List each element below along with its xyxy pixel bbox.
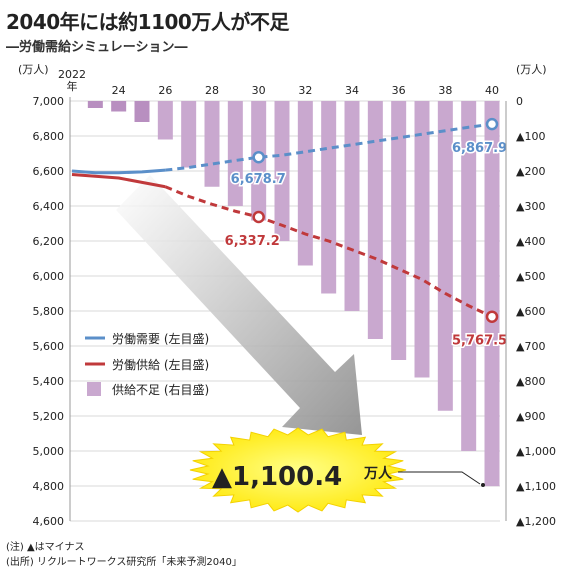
shortage-bar	[227, 101, 243, 206]
right-tick-label: ▲1,100	[516, 480, 556, 493]
demand-line-solid	[71, 168, 166, 175]
shortage-bar	[134, 101, 150, 122]
label-demand-2030: 6,678.7	[231, 172, 286, 187]
data-point-marker	[252, 150, 265, 164]
legend: 労働需要 (左目盛) 労働供給 (左目盛) 供給不足 (右目盛)	[85, 331, 209, 397]
callout-value: ▲1,100.4	[212, 462, 342, 492]
x-tick-label: 32	[298, 84, 312, 97]
left-tick-label: 5,200	[33, 410, 65, 423]
callout-leader	[398, 471, 481, 485]
right-tick-label: ▲100	[516, 130, 545, 143]
chart-title: 2040年には約1100万人が不足	[6, 10, 289, 34]
right-tick-label: ▲700	[516, 340, 545, 353]
footnote-source: (出所) リクルートワークス研究所「未来予測2040」	[6, 557, 242, 568]
shortage-bar	[484, 101, 500, 487]
left-tick-label: 6,800	[33, 130, 65, 143]
decline-arrow	[116, 175, 362, 435]
right-tick-label: ▲1,200	[516, 515, 556, 528]
shortage-bar	[367, 101, 383, 339]
right-tick-label: ▲600	[516, 305, 545, 318]
left-tick-label: 5,000	[33, 445, 65, 458]
left-tick-label: 7,000	[33, 95, 65, 108]
x-tick-label: 34	[345, 84, 359, 97]
legend-swatch-shortage	[87, 382, 101, 396]
label-supply-2030: 6,337.2	[225, 234, 280, 249]
supply-line-solid	[71, 173, 166, 189]
shortage-bar	[437, 101, 453, 411]
callout-burst	[189, 427, 407, 513]
x-axis: 2022 年 24 26 28 30 32 34 36 38 40	[58, 68, 499, 97]
supply-line-dashed	[164, 185, 493, 319]
shortage-bar	[87, 101, 103, 108]
shortage-bar	[157, 101, 173, 140]
data-labels: 6,678.7 6,867.9 6,337.2 5,767.5	[223, 140, 508, 351]
left-tick-label: 6,600	[33, 165, 65, 178]
left-tick-label: 5,600	[33, 340, 65, 353]
legend-label-supply: 労働供給 (左目盛)	[112, 357, 209, 372]
label-supply-2040: 5,767.5	[452, 334, 507, 349]
chart-subtitle: ―労働需給シミュレーション―	[6, 40, 188, 55]
shortage-bar	[181, 101, 197, 168]
right-tick-label: ▲300	[516, 200, 545, 213]
left-axis-unit: (万人)	[18, 63, 49, 76]
right-tick-label: ▲200	[516, 165, 545, 178]
left-tick-label: 4,800	[33, 480, 65, 493]
shortage-bar	[321, 101, 337, 294]
x-tick-label: 24	[112, 84, 126, 97]
right-axis-unit: (万人)	[516, 63, 547, 76]
right-tick-label: ▲1,000	[516, 445, 556, 458]
label-demand-2040: 6,867.9	[452, 141, 507, 156]
callout-leader-dot	[481, 483, 485, 487]
x-tick-label: 26	[158, 84, 172, 97]
data-point-marker	[485, 117, 499, 131]
shortage-bar	[391, 101, 407, 360]
shortage-bar	[344, 101, 360, 311]
legend-label-demand: 労働需要 (左目盛)	[112, 331, 209, 346]
left-tick-label: 5,800	[33, 305, 65, 318]
data-point-marker	[252, 210, 265, 224]
callout: ▲1,100.4 万人	[189, 427, 485, 513]
series-lines	[71, 122, 493, 319]
left-tick-label: 6,400	[33, 200, 65, 213]
x-tick-label: 2022 年	[58, 68, 86, 93]
shortage-bar	[111, 101, 127, 112]
x-tick-label: 30	[252, 84, 266, 97]
x-tick-label: 38	[438, 84, 452, 97]
left-tick-label: 6,200	[33, 235, 65, 248]
demand-line-dashed	[165, 122, 493, 172]
shortage-bar	[461, 101, 477, 451]
right-tick-label: ▲800	[516, 375, 545, 388]
left-tick-label: 5,400	[33, 375, 65, 388]
shortage-bar	[274, 101, 290, 241]
left-tick-label: 4,600	[33, 515, 65, 528]
x-tick-label: 28	[205, 84, 219, 97]
x-tick-label: 40	[485, 84, 499, 97]
left-tick-label: 6,000	[33, 270, 65, 283]
shortage-bars	[87, 101, 500, 487]
callout-unit: 万人	[363, 465, 393, 482]
legend-label-shortage: 供給不足 (右目盛)	[112, 382, 209, 397]
series-markers	[252, 117, 499, 323]
data-point-marker	[485, 310, 499, 323]
footnote-note: (注) ▲はマイナス	[6, 542, 85, 553]
right-tick-label: 0	[516, 95, 523, 108]
right-tick-label: ▲400	[516, 235, 545, 248]
shortage-bar	[297, 101, 313, 266]
right-tick-label: ▲500	[516, 270, 545, 283]
right-axis: 0 ▲100 ▲200 ▲300 ▲400 ▲500 ▲600 ▲700 ▲800 ▲900 ▲1,…	[505, 63, 556, 528]
left-axis: 7,000 6,800 6,600 6,400 6,200 6,000 5,800 5,600…	[18, 63, 71, 528]
right-tick-label: ▲900	[516, 410, 545, 423]
shortage-bar	[414, 101, 430, 378]
shortage-bar	[204, 101, 220, 187]
x-tick-label: 36	[392, 84, 406, 97]
